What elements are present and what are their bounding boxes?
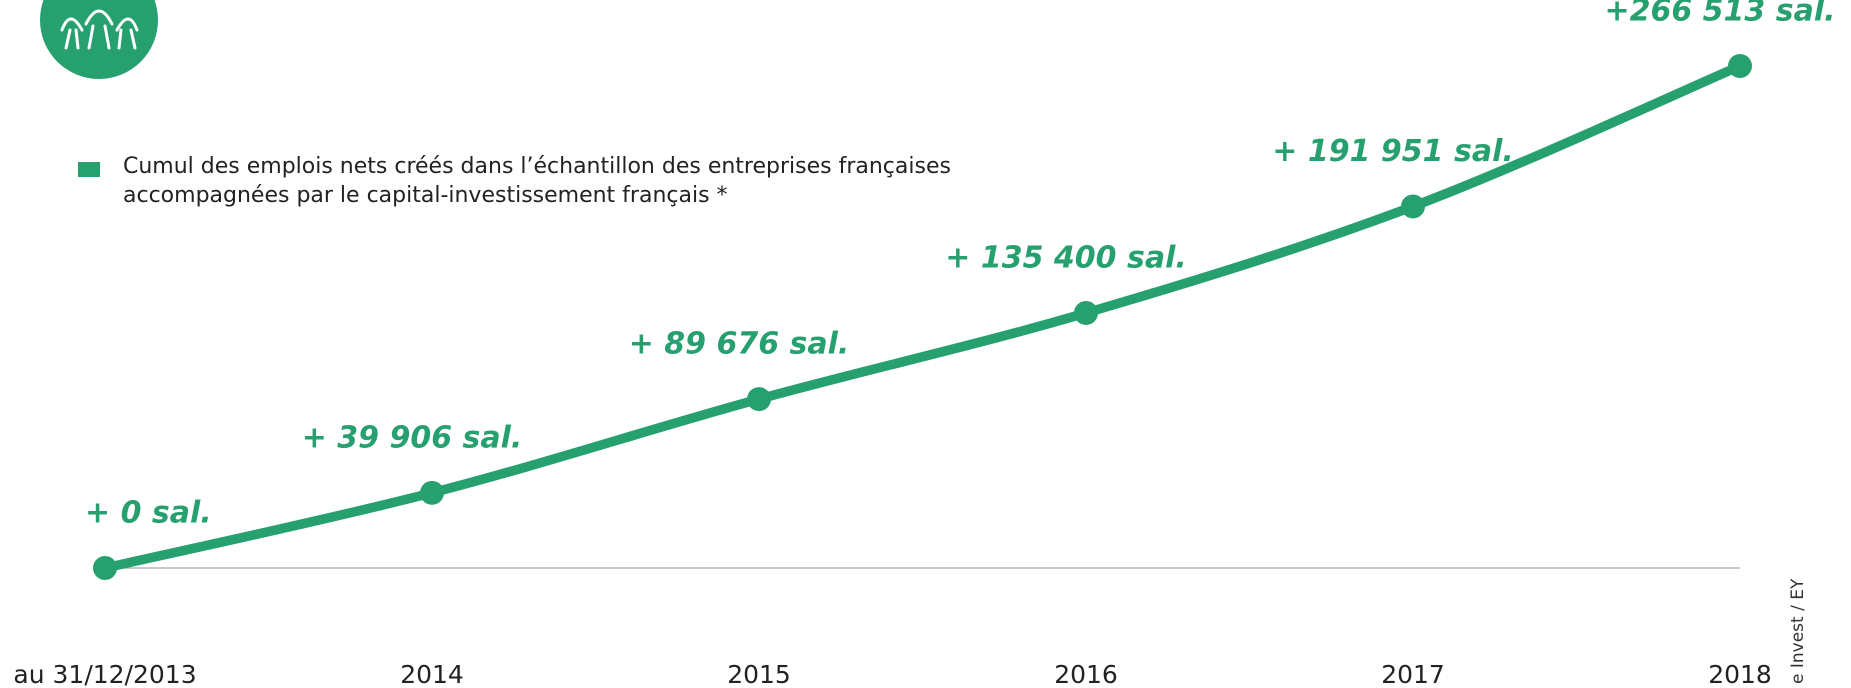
point	[1728, 54, 1752, 78]
point	[93, 556, 117, 580]
legend: Cumul des emplois nets créés dans l’écha…	[78, 152, 1038, 210]
point	[1074, 300, 1098, 325]
legend-swatch	[78, 162, 100, 177]
x-tick-label: 2017	[1381, 660, 1445, 688]
x-tick-label: 2018	[1708, 660, 1772, 688]
point	[1401, 194, 1425, 219]
x-tick-label: 2015	[727, 660, 791, 688]
data-label: + 191 951 sal.	[1272, 134, 1514, 169]
legend-label: Cumul des emplois nets créés dans l’écha…	[123, 154, 951, 208]
x-tick-label: au 31/12/2013	[13, 660, 196, 688]
data-label: + 135 400 sal.	[945, 240, 1187, 275]
data-label: +266 513 sal.	[1604, 0, 1835, 29]
point	[747, 387, 771, 412]
x-tick-label: 2014	[400, 660, 464, 688]
data-label: + 89 676 sal.	[629, 327, 850, 362]
line	[100, 61, 1745, 573]
source: e Invest / EY	[1788, 578, 1808, 684]
point	[420, 480, 444, 505]
data-label: + 0 sal.	[85, 496, 212, 531]
icon	[40, 0, 158, 79]
data-label: + 39 906 sal.	[302, 420, 523, 455]
x-tick-label: 2016	[1054, 660, 1118, 688]
